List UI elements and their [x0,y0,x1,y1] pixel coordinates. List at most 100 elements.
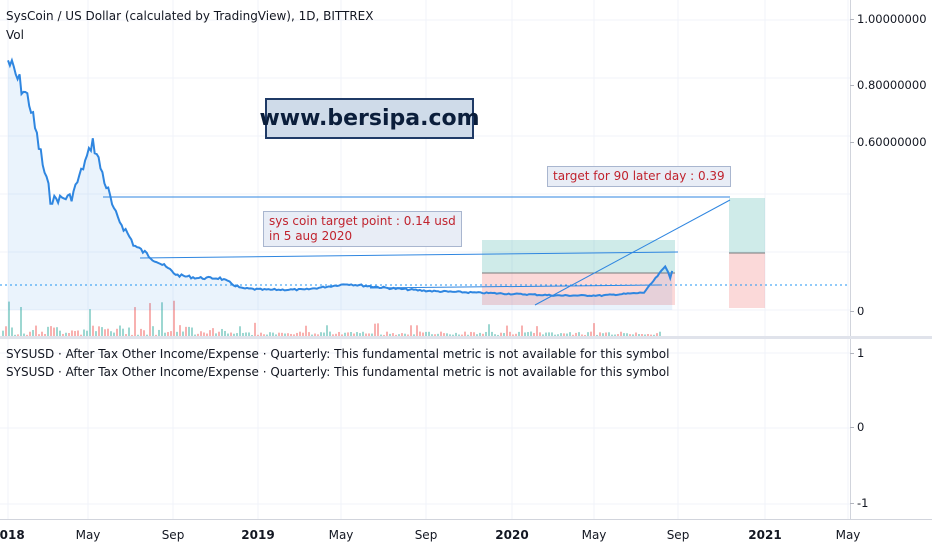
volume-bar [152,326,154,336]
pane-separator[interactable] [0,336,932,339]
volume-bar [368,333,370,336]
volume-bar [242,332,244,336]
volume-bar [605,332,607,336]
time-label: Sep [414,528,438,542]
volume-bar [41,331,43,336]
volume-bar [569,332,571,336]
volume-bar [68,332,70,336]
volume-bar [47,326,49,336]
volume-bar [602,333,604,336]
volume-bar [146,334,148,336]
volume-bar [482,333,484,336]
volume-bar [101,327,103,336]
volume-bar [470,331,472,336]
volume-bar [263,334,265,336]
volume-bar [446,333,448,336]
volume-bar [134,307,136,336]
volume-bar [245,332,247,336]
volume-bar [155,334,157,336]
volume-bar [512,334,514,336]
volume-legend-label[interactable]: Vol [6,28,24,42]
volume-bar [497,334,499,336]
volume-bar [266,334,268,336]
volume-bar [386,331,388,336]
volume-bar [320,332,322,336]
volume-bar [494,334,496,336]
volume-bar [173,300,175,336]
time-label: May [328,528,354,542]
volume-bar [557,334,559,336]
volume-bar [140,328,142,336]
price-badge-profit: 0.24247347 [857,234,932,249]
volume-bar [185,326,187,336]
volume-bar [506,325,508,336]
fundamental-tick: 1 [850,346,932,360]
price-chart-canvas[interactable] [0,0,850,336]
volume-bar [488,324,490,336]
position-profit-zone-1[interactable] [482,240,675,273]
volume-bar [620,331,622,336]
price-badge-last: 0.09157120 [857,295,932,310]
volume-bar [32,330,34,336]
volume-bar [575,332,577,336]
volume-bar [119,325,121,336]
volume-bar [125,334,127,336]
volume-bar [452,334,454,336]
volume-bar [29,331,31,336]
volume-bar [287,333,289,336]
volume-bar [608,332,610,336]
volume-bar [641,334,643,336]
position-loss-zone-1[interactable] [482,273,675,305]
volume-bar [626,333,628,336]
volume-bar [308,332,310,336]
fundamental-axis[interactable]: 1 0 -1 [850,339,932,519]
fundamental-pane[interactable]: SYSUSD · After Tax Other Income/Expense … [0,339,850,519]
volume-histogram [2,300,661,336]
volume-bar [230,332,232,336]
volume-bar [413,334,415,336]
volume-bar [341,334,343,336]
volume-bar [170,331,172,336]
volume-bar [53,327,55,336]
annotation-target-point[interactable]: sys coin target point : 0.14 usd in 5 au… [263,211,462,247]
volume-bar [149,303,151,336]
price-axis[interactable]: 1.00000000 0.80000000 0.60000000 0 [850,0,932,336]
volume-bar [377,323,379,336]
volume-bar [350,332,352,336]
volume-bar [179,325,181,336]
volume-bar [518,331,520,336]
volume-bar [224,330,226,336]
volume-bar [131,334,133,336]
volume-bar [272,332,274,336]
fundamental-legend-line[interactable]: SYSUSD · After Tax Other Income/Expense … [6,365,670,379]
position-profit-zone-2[interactable] [729,198,765,253]
volume-bar [215,333,217,336]
volume-bar [218,331,220,336]
chart-legend-title[interactable]: SysCoin / US Dollar (calculated by Tradi… [6,9,374,23]
volume-bar [311,334,313,336]
price-chart-pane[interactable]: SysCoin / US Dollar (calculated by Tradi… [0,0,850,336]
volume-bar [401,333,403,336]
volume-bar [536,326,538,336]
volume-bar [638,334,640,336]
trend-line-projection[interactable] [534,199,731,306]
volume-bar [254,322,256,336]
volume-bar [416,325,418,336]
price-line[interactable] [7,57,674,298]
volume-bar [200,331,202,336]
volume-bar [623,333,625,336]
volume-bar [128,327,130,336]
position-loss-zone-2[interactable] [729,253,765,308]
time-axis[interactable]: 2018 May Sep 2019 May Sep 2020 May Sep 2… [0,519,932,551]
volume-bar [410,325,412,336]
volume-bar [584,334,586,336]
volume-bar [2,330,4,336]
fundamental-legend-line[interactable]: SYSUSD · After Tax Other Income/Expense … [6,347,670,361]
volume-bar [635,332,637,336]
volume-bar [356,332,358,336]
trend-line-middle[interactable] [139,251,679,259]
annotation-target-90-days[interactable]: target for 90 later day : 0.39 [547,166,731,187]
volume-bar [317,334,319,336]
volume-bar [389,333,391,336]
fundamental-grid [0,339,850,519]
